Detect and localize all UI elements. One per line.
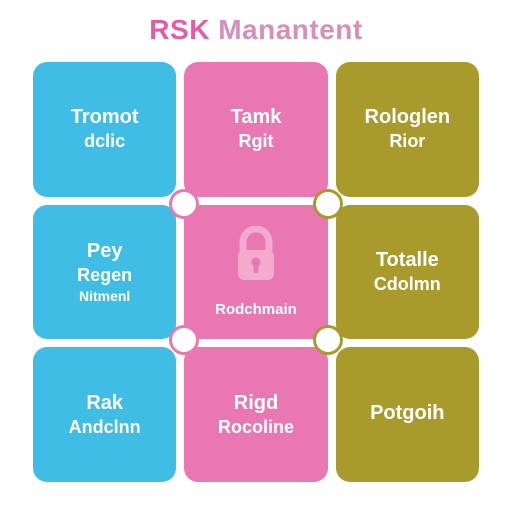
- connector-circle-1: [313, 189, 343, 219]
- title: RSK Manantent: [32, 14, 480, 46]
- cell-line2: Rior: [389, 131, 425, 152]
- title-word-2: Manantent: [218, 14, 363, 45]
- connector-circle-3: [313, 325, 343, 355]
- grid-cell-3: PeyRegen Nitmenl: [33, 205, 176, 340]
- title-word-1: RSK: [149, 14, 210, 45]
- cell-line1: Tamk: [231, 106, 282, 129]
- grid-container: TromotdclicTamkRgitRologlenRiorPeyRegenN…: [33, 62, 479, 482]
- grid-cell-4: Rodchmain: [184, 205, 327, 340]
- grid-cell-8: Potgoih: [336, 347, 479, 482]
- grid-cell-5: TotalleCdolmn: [336, 205, 479, 340]
- cell-line2: dclic: [84, 131, 125, 152]
- cell-line2: Rocoline: [218, 417, 294, 438]
- connector-circle-0: [169, 189, 199, 219]
- cell-line2: Cdolmn: [374, 274, 441, 295]
- cell-line3: Nitmenl: [79, 288, 130, 304]
- cell-line2: Rodchmain: [215, 301, 297, 318]
- cell-line1: Pey: [87, 240, 123, 263]
- cell-line1: Potgoih: [370, 402, 444, 425]
- grid-cell-1: TamkRgit: [184, 62, 327, 197]
- grid-cell-2: RologlenRior: [336, 62, 479, 197]
- cell-line2: Andclnn: [69, 417, 141, 438]
- cell-line1: Rologlen: [365, 106, 451, 129]
- cell-line1: Rak: [86, 392, 123, 415]
- grid-cell-6: RakAndclnn: [33, 347, 176, 482]
- grid-cell-0: Tromotdclic: [33, 62, 176, 197]
- cell-line2: Rgit: [238, 131, 273, 152]
- cell-line1: Totalle: [376, 249, 439, 272]
- connector-circle-2: [169, 325, 199, 355]
- cell-line1: Tromot: [71, 106, 139, 129]
- cell-line2: Regen: [77, 265, 132, 286]
- grid-cell-7: RigdRocoline: [184, 347, 327, 482]
- cell-line1: Rigd: [234, 392, 278, 415]
- lock-icon: [230, 226, 282, 289]
- grid: TromotdclicTamkRgitRologlenRiorPeyRegenN…: [33, 62, 479, 482]
